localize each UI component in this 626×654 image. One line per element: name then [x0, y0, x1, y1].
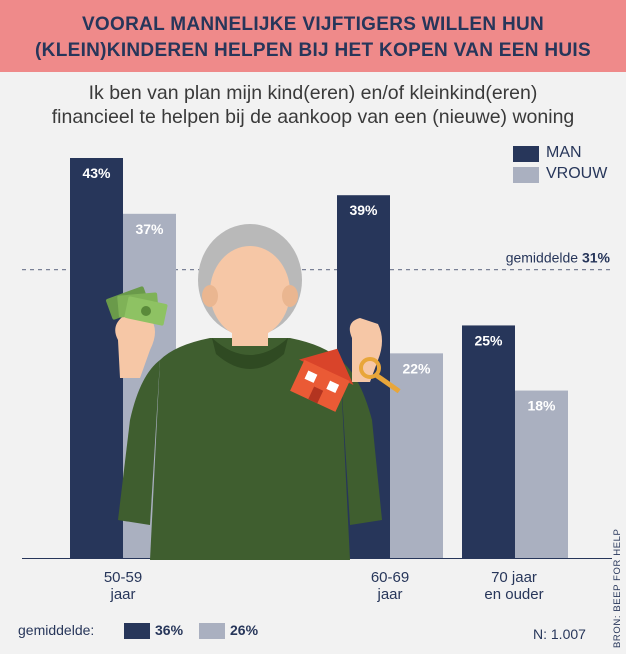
source-label: BRON: BEEP FOR HELP: [612, 528, 623, 648]
category-label-1-line-1: 50-59: [104, 569, 142, 586]
bar-man-3: [462, 325, 515, 558]
money-icon: [106, 286, 168, 326]
bar-vrouw-2: [390, 353, 443, 558]
footer-average-label: gemiddelde:: [18, 622, 95, 638]
footer-average-vrouw: 26%: [230, 622, 259, 638]
average-reference-label: gemiddelde 31%: [506, 250, 611, 266]
person-hand-right: [349, 318, 382, 382]
bar-value-label-man-3: 25%: [474, 332, 503, 348]
category-label-3-line-1: 70 jaar: [491, 569, 537, 586]
bar-value-label-vrouw-3: 18%: [527, 398, 556, 414]
bar-value-label-man-1: 43%: [82, 165, 111, 181]
footer-swatch-vrouw: [199, 623, 225, 639]
person-hand-left: [115, 315, 155, 378]
chart-subtitle-line-2: financieel te helpen bij de aankoop van …: [51, 106, 575, 128]
person-sweater-arm-right: [340, 360, 382, 525]
category-label-1-line-2: jaar: [109, 586, 135, 603]
key-icon: [359, 357, 401, 394]
legend-label-vrouw: VROUW: [546, 165, 608, 182]
person-ear-left: [202, 285, 218, 307]
bar-vrouw-3: [515, 390, 568, 558]
bar-value-label-vrouw-2: 22%: [402, 360, 431, 376]
chart-title-line-2: (KLEIN)KINDEREN HELPEN BIJ HET KOPEN VAN…: [35, 40, 591, 61]
footer-swatch-man: [124, 623, 150, 639]
footer-average-man: 36%: [155, 622, 184, 638]
person-ear-right: [282, 285, 298, 307]
legend-label-man: MAN: [546, 144, 582, 161]
category-label-3-line-2: en ouder: [484, 586, 543, 603]
chart-subtitle-line-1: Ik ben van plan mijn kind(eren) en/of kl…: [88, 82, 538, 104]
sample-size: N: 1.007: [533, 626, 586, 642]
person-illustration: [106, 224, 401, 560]
category-label-2-line-1: 60-69: [371, 569, 409, 586]
person-collar: [212, 338, 288, 369]
bar-value-label-vrouw-1: 37%: [135, 221, 164, 237]
legend-swatch-vrouw: [513, 167, 539, 183]
person-face: [210, 246, 290, 338]
chart-title-line-1: VOORAL MANNELIJKE VIJFTIGERS WILLEN HUN: [81, 14, 545, 35]
person-sweater-arm-left: [118, 360, 160, 525]
house-icon: [290, 348, 354, 412]
bar-value-label-man-2: 39%: [349, 202, 378, 218]
bar-man-1: [70, 158, 123, 558]
category-label-2-line-2: jaar: [376, 586, 402, 603]
title-banner: [0, 0, 626, 72]
legend-swatch-man: [513, 146, 539, 162]
